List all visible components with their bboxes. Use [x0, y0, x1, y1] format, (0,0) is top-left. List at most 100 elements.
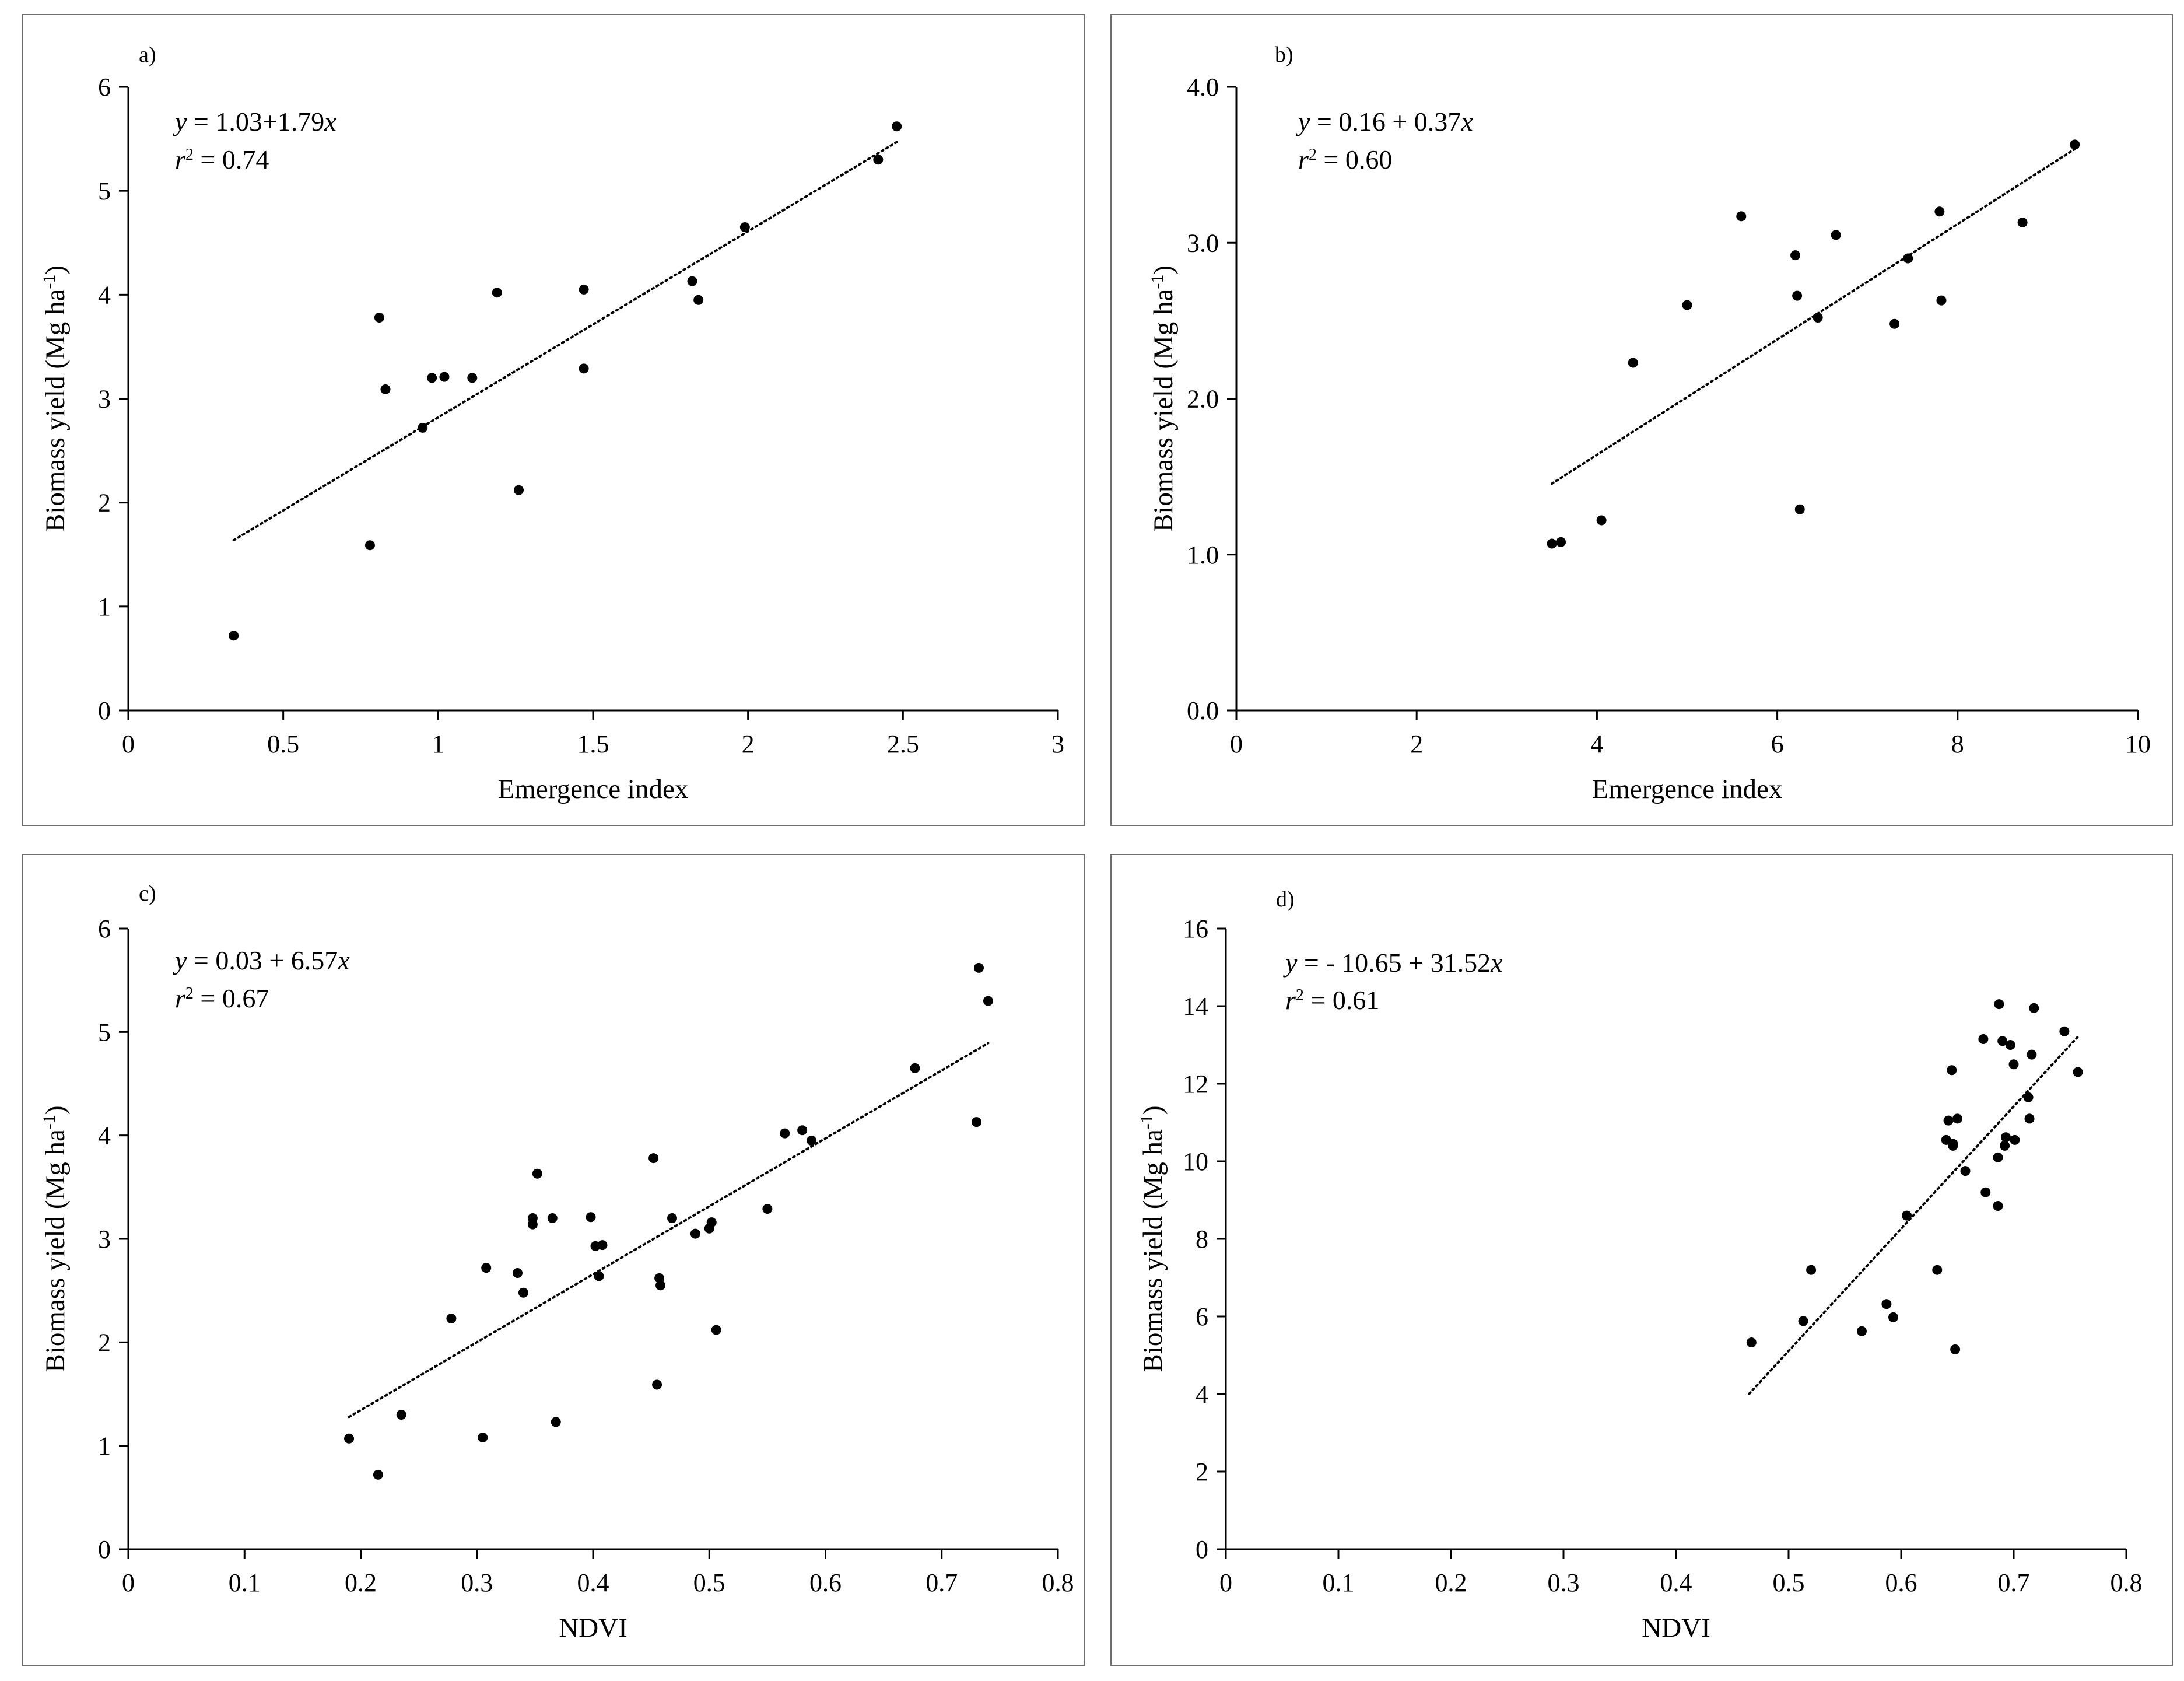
- data-point: [706, 1217, 717, 1228]
- scatter-plot-a: 0 1 2 3 4 5 6 0 0.5 1 1.5 2 2.5 3 Emergence index Bioma…: [40, 43, 1065, 804]
- data-point: [1628, 358, 1638, 368]
- r-squared-label: r2 = 0.60: [1298, 145, 1392, 174]
- x-tick-label: 0.7: [926, 1568, 958, 1597]
- data-point: [229, 631, 239, 641]
- data-point: [2027, 1049, 2037, 1060]
- data-point: [1813, 313, 1823, 323]
- y-tick-label: 3: [98, 385, 111, 414]
- y-tick-label: 16: [1183, 915, 1208, 943]
- data-point: [983, 996, 993, 1006]
- data-point: [1902, 1210, 1912, 1221]
- data-point: [2010, 1134, 2020, 1145]
- data-point: [1932, 1265, 1943, 1275]
- y-tick-label: 3: [98, 1225, 111, 1253]
- data-point: [547, 1213, 558, 1224]
- regression-equation: y = - 10.65 + 31.52x: [1283, 948, 1503, 978]
- y-tick-label: 0: [98, 696, 111, 725]
- data-point: [512, 1268, 523, 1279]
- data-point: [1980, 1187, 1991, 1197]
- chart-panel-d: 0 2 4 6 8 10 12 14 16 0 0.1 0.2 0.3 0.4 0.5 0.6 0.7 0.8 ND…: [1110, 854, 2173, 1666]
- data-point: [2000, 1140, 2010, 1151]
- y-tick-label: 3.0: [1187, 229, 1219, 257]
- data-point: [513, 485, 524, 495]
- y-tick-label: 6: [98, 73, 111, 101]
- x-axis-title: Emergence index: [498, 774, 689, 804]
- y-tick-label: 5: [98, 1018, 111, 1046]
- r-squared-label: r2 = 0.74: [175, 145, 269, 174]
- y-tick-label: 2: [1196, 1458, 1208, 1486]
- data-point: [1952, 1113, 1962, 1124]
- x-axis-title: Emergence index: [1592, 774, 1783, 804]
- data-point: [481, 1263, 492, 1273]
- data-point: [2024, 1113, 2035, 1124]
- data-point: [427, 373, 437, 383]
- x-tick-label: 1: [432, 730, 444, 758]
- y-tick-label: 12: [1183, 1070, 1208, 1098]
- data-point: [655, 1280, 666, 1291]
- data-point: [2059, 1026, 2070, 1036]
- data-point: [974, 962, 984, 973]
- data-point: [1993, 1200, 2003, 1211]
- data-point: [2073, 1067, 2083, 1077]
- data-point: [1943, 1115, 1954, 1126]
- x-tick-label: 0.1: [229, 1568, 261, 1597]
- x-tick-label: 0: [122, 1568, 135, 1597]
- data-point: [1790, 250, 1801, 261]
- panel-label: d): [1276, 887, 1295, 912]
- data-point: [1682, 300, 1692, 310]
- x-tick-label: 2: [742, 730, 755, 758]
- data-point: [1993, 1152, 2003, 1162]
- data-point: [693, 295, 704, 305]
- y-tick-label: 2.0: [1187, 385, 1219, 414]
- x-tick-label: 0.4: [1660, 1568, 1692, 1597]
- data-point: [762, 1204, 773, 1214]
- y-tick-label: 14: [1183, 992, 1208, 1021]
- x-tick-label: 0.2: [345, 1568, 377, 1597]
- x-tick-label: 3: [1051, 730, 1064, 758]
- data-point: [687, 276, 697, 286]
- x-tick-label: 6: [1771, 730, 1784, 758]
- x-tick-label: 0.8: [1042, 1568, 1074, 1597]
- data-point: [1936, 295, 1947, 306]
- data-point: [527, 1219, 538, 1230]
- data-point: [1806, 1265, 1817, 1275]
- data-point: [972, 1117, 982, 1127]
- x-tick-label: 4: [1590, 730, 1603, 758]
- regression-equation: y = 0.16 + 0.37x: [1296, 107, 1473, 136]
- data-point: [1792, 290, 1803, 301]
- x-tick-label: 0.6: [1885, 1568, 1917, 1597]
- data-point: [648, 1153, 659, 1164]
- y-tick-label: 4: [98, 281, 111, 309]
- data-point: [1547, 538, 1557, 549]
- y-tick-label: 2: [98, 1328, 111, 1357]
- data-point: [1736, 211, 1747, 222]
- x-tick-label: 1.5: [577, 730, 609, 758]
- data-point: [1556, 537, 1566, 547]
- data-point: [373, 1469, 383, 1480]
- data-point: [667, 1213, 677, 1224]
- data-point: [551, 1417, 561, 1427]
- data-point: [532, 1168, 542, 1179]
- x-tick-label: 0.2: [1435, 1568, 1467, 1597]
- data-point: [1997, 1036, 2008, 1046]
- x-tick-label: 0.5: [1773, 1568, 1805, 1597]
- data-point: [478, 1432, 488, 1442]
- data-point: [2029, 1003, 2039, 1013]
- r-squared-label: r2 = 0.67: [175, 983, 269, 1013]
- data-point: [2005, 1040, 2015, 1050]
- y-tick-label: 2: [98, 489, 111, 517]
- data-point: [597, 1240, 608, 1251]
- y-tick-label: 4: [1196, 1380, 1208, 1409]
- x-tick-label: 0.1: [1323, 1568, 1355, 1597]
- data-point: [446, 1314, 457, 1324]
- data-point: [374, 313, 384, 323]
- x-tick-label: 2: [1410, 730, 1423, 758]
- data-point: [1831, 230, 1841, 240]
- chart-panel-c: 0 1 2 3 4 5 6 0 0.1 0.2 0.3 0.4 0.5 0.6 0.7 0.8 NDVI Biom…: [22, 854, 1085, 1666]
- data-point: [1794, 504, 1805, 514]
- data-point: [439, 372, 450, 382]
- panel-label: b): [1275, 43, 1293, 67]
- panel-label: a): [139, 43, 156, 67]
- data-point: [1888, 1312, 1898, 1322]
- regression-equation: y = 1.03+1.79x: [173, 107, 336, 136]
